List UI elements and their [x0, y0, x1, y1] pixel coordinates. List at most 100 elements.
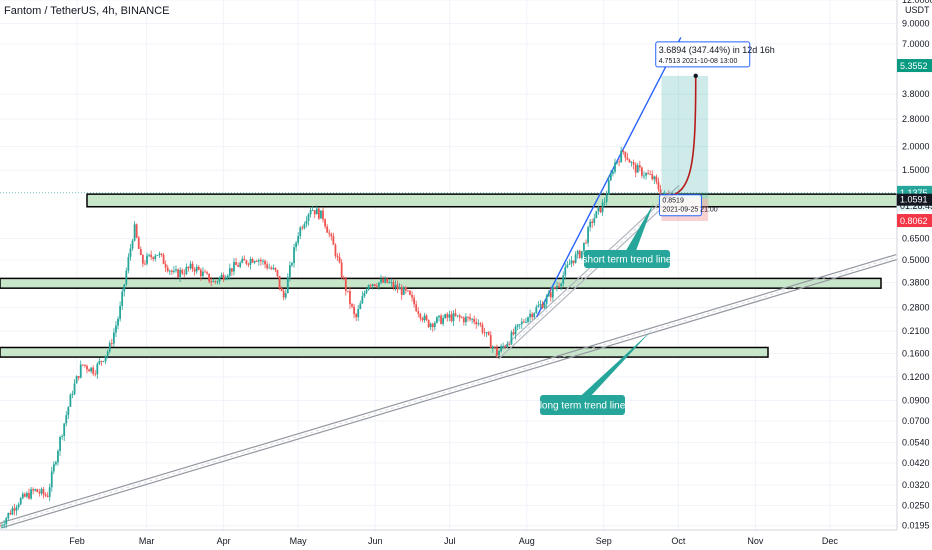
- candle-body: [251, 259, 254, 263]
- candle-body: [179, 269, 182, 278]
- candle-body: [9, 512, 12, 515]
- candle-body: [249, 259, 252, 265]
- candle-body: [549, 292, 552, 298]
- candle-body: [413, 297, 416, 305]
- candle-body: [98, 360, 101, 364]
- candle-body: [148, 254, 150, 256]
- x-tick-label: Nov: [747, 536, 764, 546]
- candle-body: [547, 292, 550, 297]
- candle-body: [191, 263, 194, 270]
- callout-box: [584, 250, 670, 268]
- candle-body: [317, 208, 320, 219]
- candle-body: [253, 261, 256, 263]
- candle-body: [506, 344, 509, 347]
- candle-body: [498, 351, 500, 356]
- candle-body: [278, 275, 281, 289]
- target-info-line1: 3.6894 (347.44%) in 12d 16h: [659, 45, 775, 55]
- candle-body: [65, 415, 68, 424]
- candle-body: [322, 210, 324, 220]
- candle-body: [378, 282, 380, 287]
- candle-body: [59, 436, 61, 452]
- candle-body: [355, 314, 358, 318]
- candle-body: [262, 260, 264, 262]
- candle-body: [71, 394, 74, 395]
- candle-body: [612, 171, 614, 174]
- target-price-tag-text: 5.3552: [900, 61, 928, 71]
- candle-body: [55, 462, 57, 465]
- candle-body: [500, 346, 502, 352]
- candle-body: [17, 504, 20, 508]
- candle-body: [417, 311, 420, 314]
- y-tick-label: 7.0000: [902, 39, 930, 49]
- candle-body: [272, 267, 275, 269]
- candle-body: [21, 493, 24, 499]
- candle-body: [409, 290, 411, 295]
- candle-body: [233, 262, 235, 272]
- stop-price-tag: [897, 214, 932, 228]
- candle-body: [57, 451, 59, 463]
- candle-body: [533, 312, 536, 318]
- candle-body: [160, 253, 163, 255]
- candle-body: [135, 224, 138, 238]
- candle-body: [222, 274, 225, 280]
- candle-body: [458, 315, 461, 318]
- candle-body: [556, 286, 558, 289]
- candle-body: [34, 489, 37, 491]
- candle-body: [185, 266, 188, 274]
- candle-body: [657, 181, 660, 190]
- candle-body: [361, 296, 364, 304]
- candle-body: [42, 489, 45, 495]
- candle-body: [618, 161, 621, 163]
- stop-price-tag-text: 0.8062: [900, 216, 928, 226]
- candle-body: [245, 260, 248, 264]
- candle-body: [620, 150, 623, 163]
- y-tick-label: 0.5000: [902, 255, 930, 265]
- candle-body: [353, 306, 355, 315]
- candle-body: [572, 260, 575, 263]
- candle-body: [531, 313, 534, 318]
- candle-body: [421, 318, 424, 321]
- candle-body: [541, 303, 544, 309]
- candle-body: [247, 263, 250, 265]
- candle-body: [110, 343, 113, 344]
- candle-body: [564, 267, 567, 276]
- candle-body: [320, 210, 322, 219]
- annotations: short term trend line long term trend lin…: [540, 203, 672, 415]
- candle-body: [119, 305, 121, 319]
- candle-body: [166, 267, 169, 272]
- candle-body: [28, 493, 30, 499]
- last-price-tag-text: 1.1375: [900, 188, 928, 198]
- candle-body: [280, 288, 283, 292]
- candle-body: [504, 345, 507, 347]
- candle-body: [121, 291, 124, 306]
- candle-body: [328, 232, 331, 234]
- candle-body: [438, 315, 440, 318]
- candle-body: [508, 344, 511, 345]
- x-tick-label: Apr: [217, 536, 231, 546]
- candle-body: [359, 303, 362, 310]
- candle-body: [382, 279, 384, 283]
- candle-body: [334, 244, 337, 257]
- candle-body: [129, 248, 132, 258]
- candle-body: [363, 292, 366, 297]
- candle-body: [313, 210, 316, 215]
- candle-body: [183, 273, 186, 275]
- target-price-tag: [897, 59, 932, 73]
- candle-body: [32, 489, 35, 491]
- candle-body: [522, 321, 525, 323]
- candle-body: [554, 287, 556, 289]
- candle-body: [0, 525, 1, 527]
- candle-body: [30, 489, 32, 499]
- candle-body: [123, 284, 126, 292]
- y-tick-label: 0.0540: [902, 437, 930, 447]
- long-position-tool[interactable]: 3.6894 (347.44%) in 12d 16h 4.7513 2021-1…: [655, 41, 775, 222]
- candle-body: [539, 303, 542, 306]
- x-tick-label: Feb: [69, 536, 85, 546]
- candle-body: [255, 261, 258, 262]
- x-tick-label: Mar: [139, 536, 155, 546]
- candle-body: [436, 317, 438, 323]
- candle-body: [340, 262, 343, 278]
- candle-body: [518, 324, 521, 326]
- candle-body: [599, 207, 602, 213]
